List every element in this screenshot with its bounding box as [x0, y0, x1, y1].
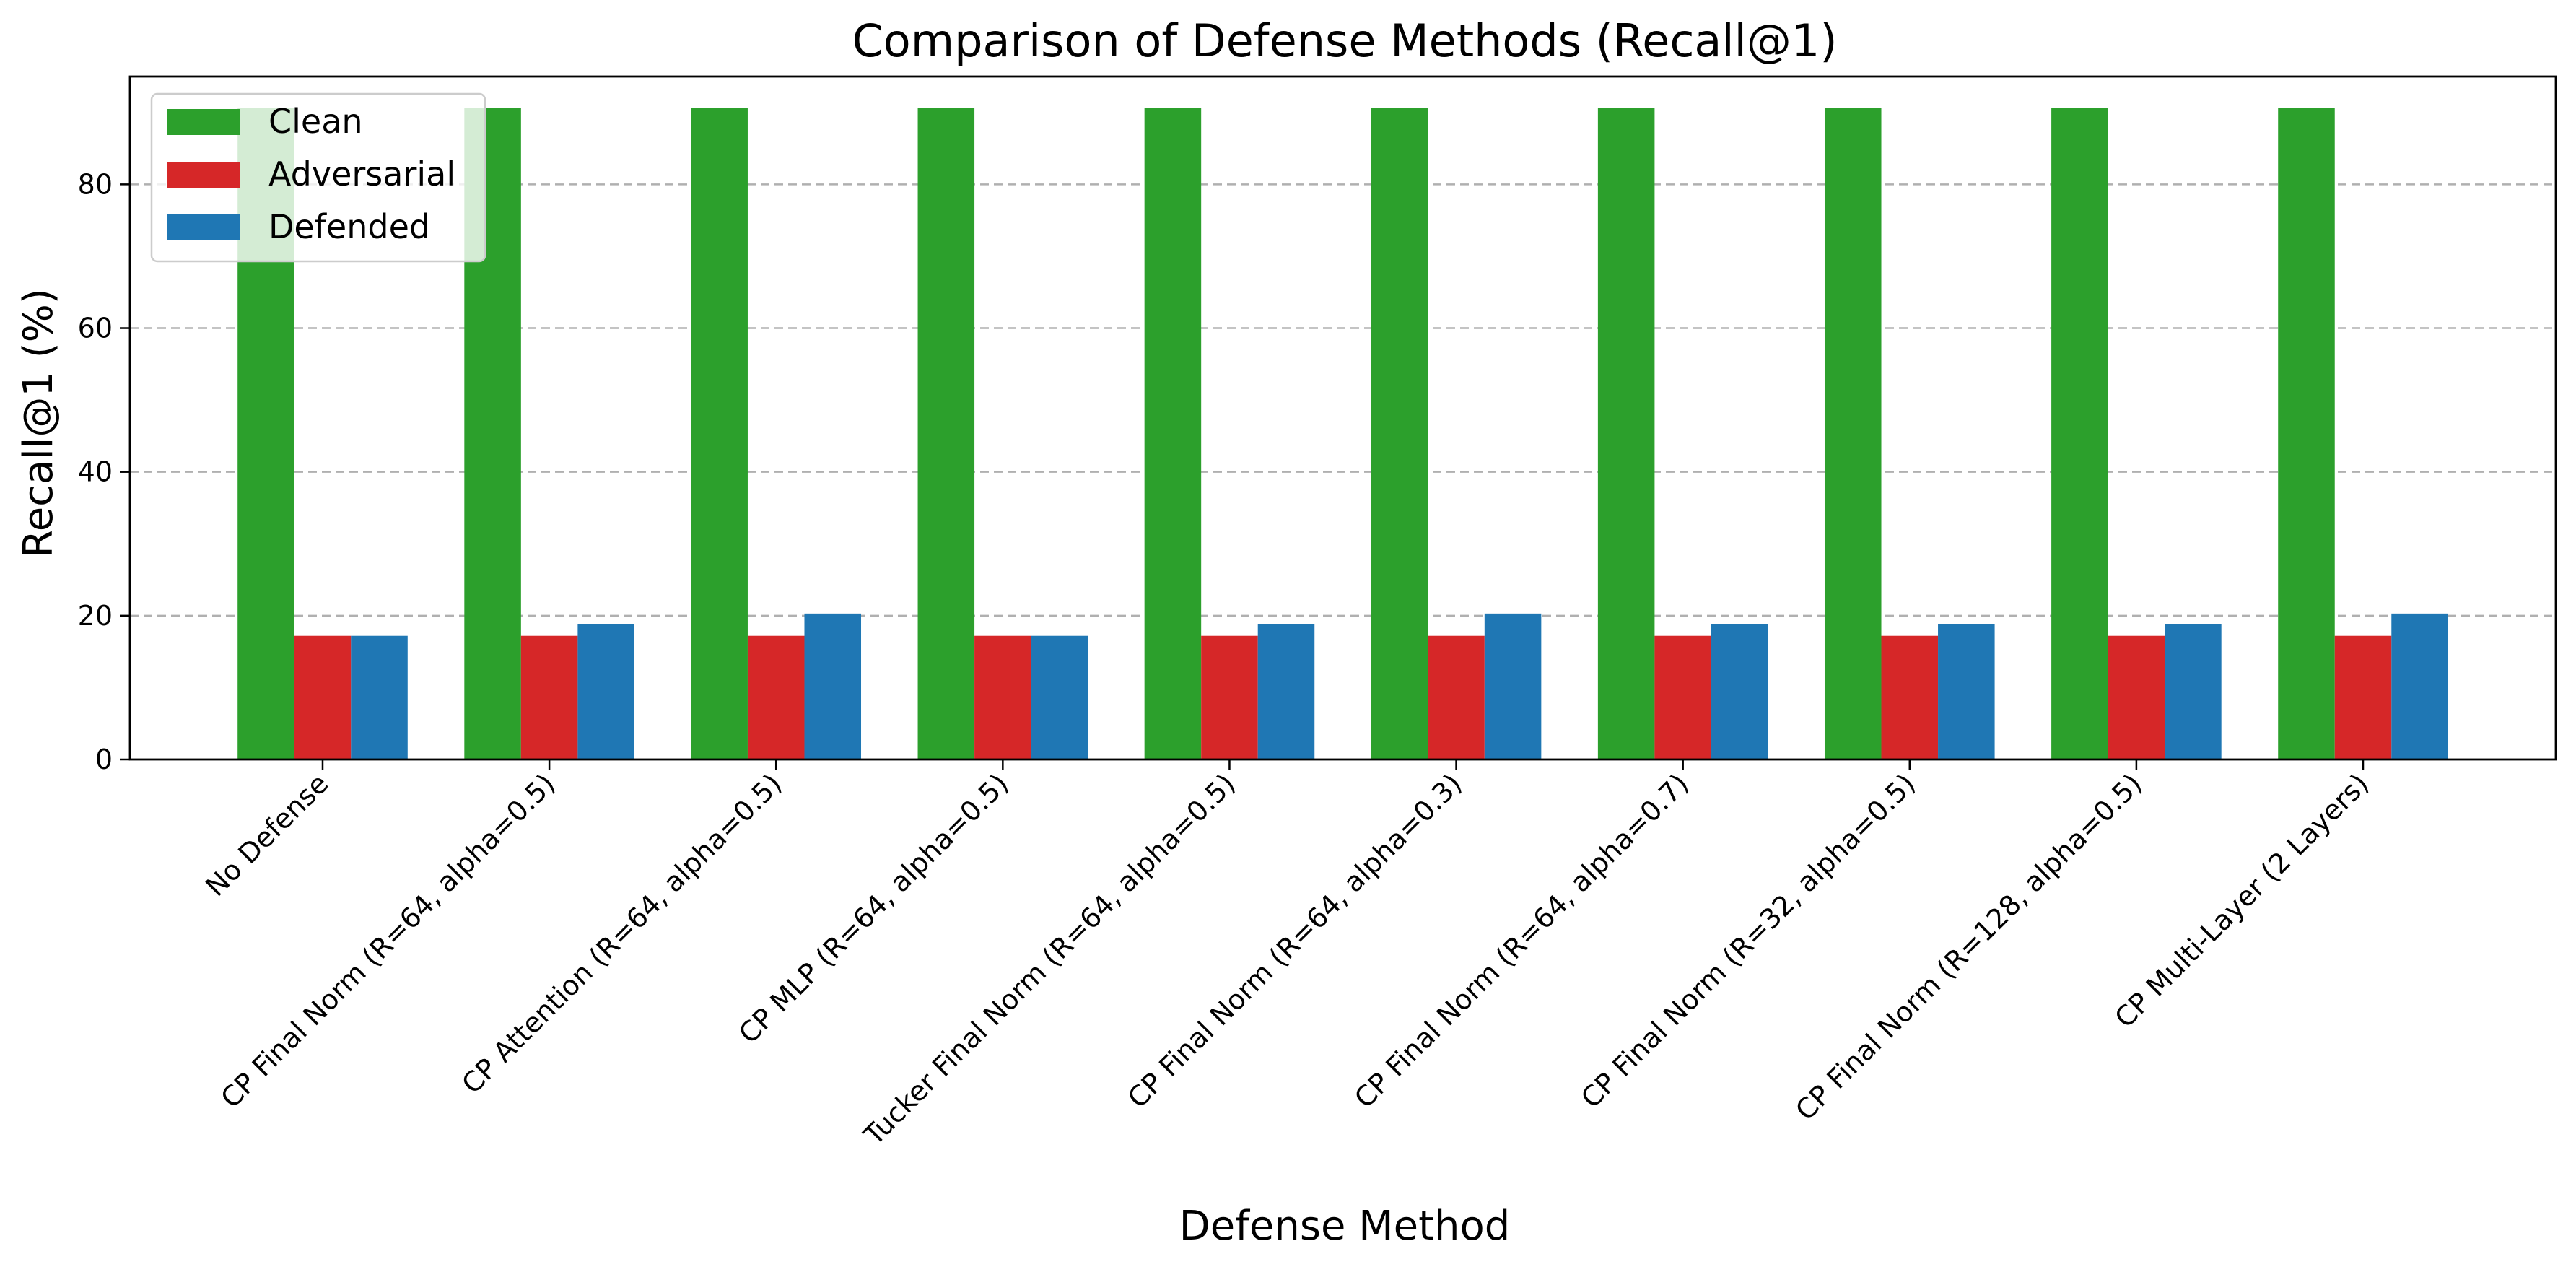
- legend-swatch-clean: [167, 109, 240, 135]
- legend-swatch-adversarial: [167, 162, 240, 188]
- legend-label-defended: Defended: [268, 207, 430, 246]
- bar-defended-1: [577, 624, 634, 759]
- x-tick-label: CP Final Norm (R=128, alpha=0.5): [1789, 767, 2148, 1126]
- y-tick-label: 0: [95, 744, 113, 775]
- bar-clean-4: [1144, 108, 1202, 759]
- bar-adversarial-0: [294, 635, 352, 759]
- bars: [237, 108, 2448, 759]
- bar-adversarial-4: [1201, 635, 1258, 759]
- grid-lines: [130, 183, 2556, 617]
- bar-defended-8: [2165, 624, 2222, 759]
- bar-defended-6: [1711, 624, 1768, 759]
- axes: [128, 75, 2557, 761]
- bar-defended-9: [2391, 613, 2448, 759]
- y-tick-label: 20: [78, 600, 113, 632]
- bar-adversarial-6: [1654, 635, 1711, 759]
- y-ticks: 0 20 40 60 80: [78, 168, 130, 775]
- bar-clean-3: [917, 108, 975, 759]
- legend-label-adversarial: Adversarial: [268, 154, 455, 193]
- x-tick-label: No Defense: [199, 767, 334, 902]
- bar-defended-0: [351, 635, 408, 759]
- bar-clean-6: [1597, 108, 1655, 759]
- bar-defended-5: [1484, 613, 1542, 759]
- x-tick-label: CP MLP (R=64, alpha=0.5): [733, 767, 1015, 1050]
- legend-swatch-defended: [167, 214, 240, 240]
- x-axis-label: Defense Method: [1179, 1203, 1511, 1250]
- y-tick-label: 40: [78, 456, 113, 488]
- bar-adversarial-5: [1428, 635, 1485, 759]
- plot-frame: [128, 75, 2557, 761]
- bar-clean-5: [1371, 108, 1428, 759]
- bar-clean-7: [1824, 108, 1882, 759]
- bar-clean-9: [2278, 108, 2335, 759]
- bar-adversarial-9: [2334, 635, 2392, 759]
- bar-defended-2: [804, 613, 862, 759]
- y-tick-label: 80: [78, 168, 113, 200]
- x-tick-label: Tucker Final Norm (R=64, alpha=0.5): [857, 767, 1241, 1151]
- bar-adversarial-7: [1881, 635, 1939, 759]
- chart-title: Comparison of Defense Methods (Recall@1): [852, 14, 1837, 67]
- x-tick-label: CP Multi-Layer (2 Layers): [2108, 767, 2375, 1034]
- bar-defended-3: [1031, 635, 1088, 759]
- bar-defended-4: [1257, 624, 1315, 759]
- y-tick-label: 60: [78, 313, 113, 344]
- bar-adversarial-1: [520, 635, 578, 759]
- bar-adversarial-3: [974, 635, 1031, 759]
- bar-defended-7: [1938, 624, 1995, 759]
- legend-label-clean: Clean: [268, 102, 363, 141]
- bar-clean-2: [691, 108, 748, 759]
- bar-adversarial-2: [747, 635, 805, 759]
- bar-clean-8: [2051, 108, 2108, 759]
- legend: Clean Adversarial Defended: [150, 92, 486, 263]
- y-axis-label: Recall@1 (%): [15, 288, 62, 557]
- bar-adversarial-8: [2108, 635, 2165, 759]
